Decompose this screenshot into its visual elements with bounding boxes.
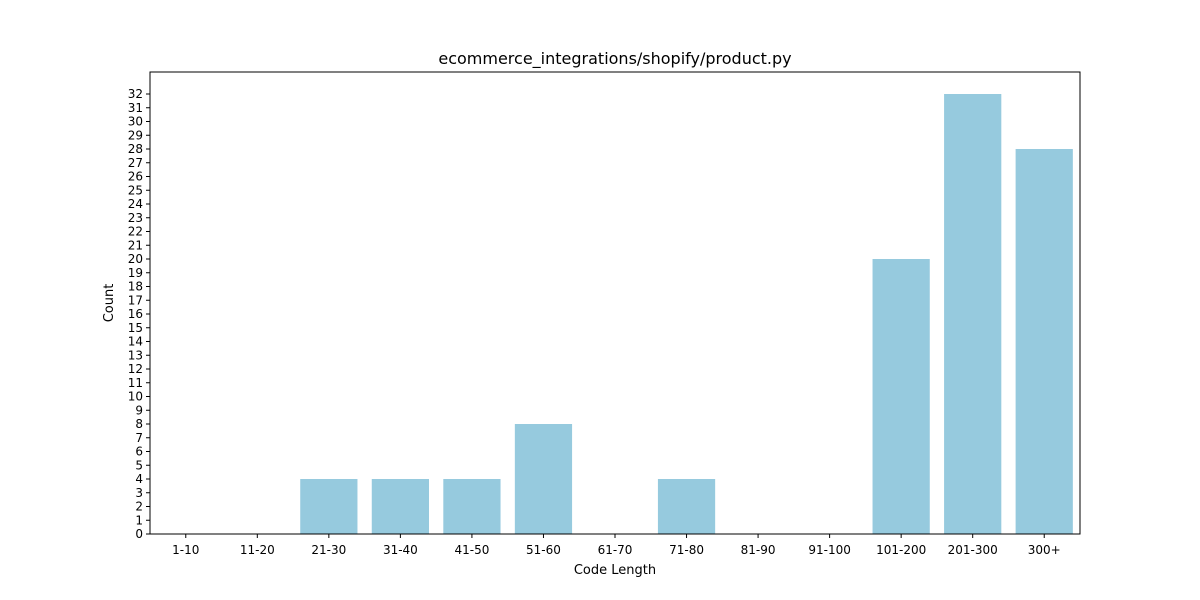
y-tick-label: 2 bbox=[135, 500, 143, 514]
bar-51-60 bbox=[514, 424, 573, 534]
y-tick-label: 7 bbox=[135, 431, 143, 445]
y-tick-label: 5 bbox=[135, 458, 143, 472]
chart-title: ecommerce_integrations/shopify/product.p… bbox=[438, 49, 791, 69]
y-tick-label: 1 bbox=[135, 513, 143, 527]
y-tick-label: 16 bbox=[128, 307, 143, 321]
y-axis-label: Count bbox=[102, 284, 117, 323]
y-tick-label: 11 bbox=[128, 376, 143, 390]
y-tick-label: 22 bbox=[128, 225, 143, 239]
plot-frame bbox=[149, 71, 1081, 535]
y-tick-label: 27 bbox=[128, 156, 143, 170]
x-tick-label: 71-80 bbox=[669, 543, 704, 557]
x-tick-label: 41-50 bbox=[454, 543, 489, 557]
y-tick-label: 6 bbox=[135, 445, 143, 459]
x-axis: 1-10 11-20 21-30 31-40 41-50 51-60 61-70 71-80 8… bbox=[172, 534, 1061, 557]
x-axis-label: Code Length bbox=[574, 563, 656, 578]
y-tick-label: 30 bbox=[128, 115, 143, 129]
bars-group bbox=[300, 94, 1073, 534]
y-tick-label: 23 bbox=[128, 211, 143, 225]
bar-300+ bbox=[1015, 149, 1073, 534]
bar-71-80 bbox=[657, 479, 716, 534]
bar-21-30 bbox=[300, 479, 358, 534]
y-tick-label: 0 bbox=[135, 527, 143, 541]
y-tick-label: 3 bbox=[135, 486, 143, 500]
y-tick-label: 12 bbox=[128, 362, 143, 376]
x-tick-label: 61-70 bbox=[598, 543, 633, 557]
x-tick-label: 11-20 bbox=[240, 543, 275, 557]
y-tick-label: 4 bbox=[135, 472, 143, 486]
y-tick-label: 19 bbox=[128, 266, 143, 280]
x-tick-label: 31-40 bbox=[383, 543, 418, 557]
y-tick-label: 29 bbox=[128, 128, 143, 142]
y-tick-label: 24 bbox=[128, 197, 143, 211]
y-tick-label: 9 bbox=[135, 403, 143, 417]
y-tick-label: 17 bbox=[128, 293, 143, 307]
x-tick-label: 101-200 bbox=[876, 543, 926, 557]
x-tick-label: 21-30 bbox=[311, 543, 346, 557]
y-tick-label: 20 bbox=[128, 252, 143, 266]
y-tick-label: 21 bbox=[128, 238, 143, 252]
bar-201-300 bbox=[944, 94, 1002, 534]
y-tick-label: 32 bbox=[128, 87, 143, 101]
x-tick-label: 81-90 bbox=[741, 543, 776, 557]
bar-31-40 bbox=[371, 479, 429, 534]
y-tick-label: 14 bbox=[128, 335, 143, 349]
x-tick-label: 51-60 bbox=[526, 543, 561, 557]
y-tick-label: 10 bbox=[128, 390, 143, 404]
bar-101-200 bbox=[872, 259, 930, 534]
y-tick-label: 15 bbox=[128, 321, 143, 335]
x-tick-label: 1-10 bbox=[172, 543, 199, 557]
x-tick-label: 91-100 bbox=[808, 543, 851, 557]
y-axis: 0123456789101112131415161718192021222324… bbox=[128, 87, 150, 541]
y-tick-label: 13 bbox=[128, 348, 143, 362]
x-tick-label: 201-300 bbox=[948, 543, 998, 557]
x-tick-label: 300+ bbox=[1028, 543, 1061, 557]
y-tick-label: 18 bbox=[128, 280, 143, 294]
bar-41-50 bbox=[443, 479, 501, 534]
y-tick-label: 31 bbox=[128, 101, 143, 115]
y-tick-label: 26 bbox=[128, 170, 143, 184]
y-tick-label: 28 bbox=[128, 142, 143, 156]
y-tick-label: 8 bbox=[135, 417, 143, 431]
y-tick-label: 25 bbox=[128, 183, 143, 197]
